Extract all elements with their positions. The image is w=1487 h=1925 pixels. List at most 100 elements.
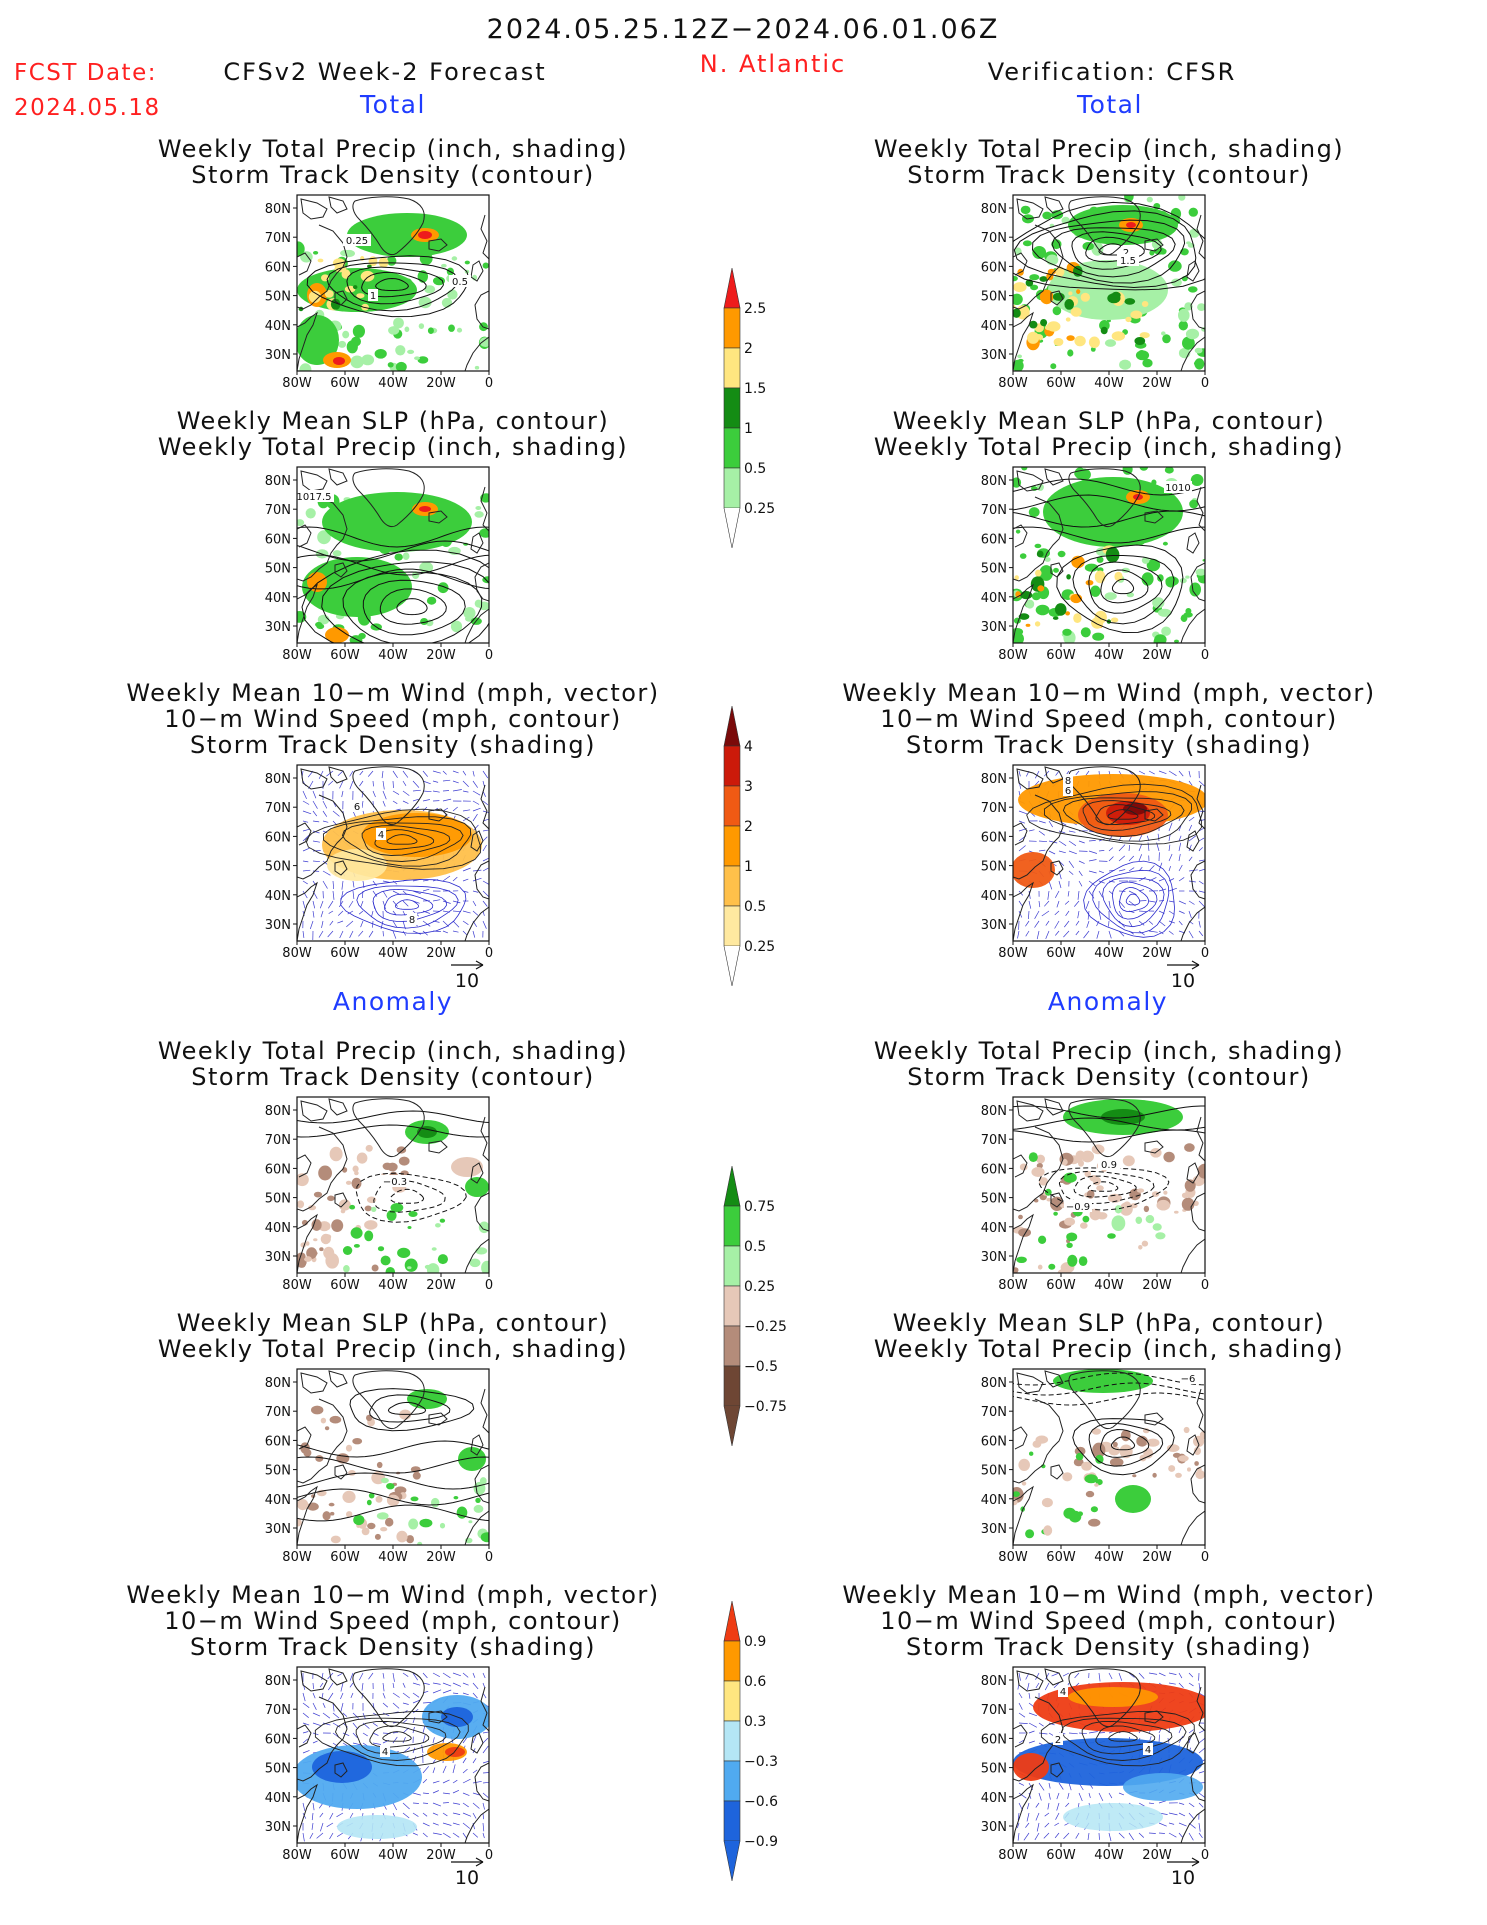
lat-label: 70N: [265, 1405, 291, 1420]
precip-anom-cell: [1111, 1215, 1126, 1231]
wind-vector: [1087, 910, 1090, 920]
precip-anom: [1101, 1109, 1145, 1125]
wind-vector: [1047, 1802, 1050, 1810]
wind-vector: [392, 800, 398, 804]
wind-vector: [359, 770, 364, 776]
wind-vector: [352, 890, 355, 900]
wind-vector: [472, 1812, 477, 1819]
precip-cell: [1178, 320, 1188, 331]
greenland-coast: [1068, 196, 1141, 256]
wind-vector: [482, 770, 489, 779]
precip-cell: [1037, 585, 1045, 592]
wind-vector: [422, 920, 431, 927]
colorbar-swatch: [723, 825, 741, 867]
wind-vector: [472, 1692, 478, 1699]
precip-cell: [1013, 308, 1021, 318]
lon-label: 0: [1201, 1278, 1209, 1293]
labrador-coast: [1013, 1126, 1064, 1212]
precip-anom-cell: [408, 1518, 419, 1530]
precip-anom-cell: [311, 1251, 318, 1256]
precip-anom-cell: [342, 1246, 353, 1255]
colorbar-swatch: [723, 865, 741, 907]
wind-vector: [1198, 837, 1205, 842]
precip-anom-cell: [1044, 1188, 1052, 1196]
iceland-coast: [428, 808, 448, 822]
wind-vector: [1058, 880, 1062, 889]
lat-label: 80N: [265, 1104, 291, 1119]
contour-line: [372, 888, 448, 923]
contour-label: 4: [1145, 1745, 1151, 1756]
precip-anom-cell: [1081, 1461, 1092, 1471]
wind-vector: [302, 1750, 310, 1754]
wind-vector: [1128, 845, 1131, 852]
precip-anom-cell: [320, 1417, 327, 1424]
precip-cell: [1057, 550, 1066, 558]
contour-line: [1095, 1725, 1156, 1748]
arctic-island-coast: [300, 768, 328, 790]
vector-reference: 10: [1167, 1857, 1200, 1889]
panel-title-line: Weekly Mean 10−m Wind (mph, vector): [842, 679, 1375, 707]
contour-line: [341, 822, 464, 862]
lat-label: 40N: [981, 889, 1007, 904]
wind-vector: [422, 1702, 432, 1704]
lon-label: 20W: [426, 1550, 456, 1565]
precip-cell: [1174, 639, 1179, 643]
wind-vector: [472, 780, 478, 788]
wind-vector: [340, 1682, 344, 1692]
lat-label: 50N: [265, 1762, 291, 1777]
storm-anom: [337, 1815, 417, 1839]
wind-vector: [452, 780, 459, 784]
contour-label: 4: [382, 1747, 388, 1758]
wind-vector: [1178, 1672, 1183, 1679]
precip-anom-cell: [297, 1252, 306, 1260]
wind-vector: [322, 1722, 331, 1726]
arctic-island-coast: [1044, 1098, 1064, 1116]
newfoundland-coast: [1050, 860, 1064, 876]
panel-title-line: 10−m Wind Speed (mph, contour): [164, 705, 622, 733]
wind-vector: [349, 1682, 354, 1688]
wind-vector: [1044, 900, 1050, 907]
precip-cell: [441, 297, 453, 308]
colorbar-swatch: [723, 1800, 741, 1842]
colorbar-precip-anomaly: 0.750.50.25−0.25−0.5−0.75: [723, 1165, 787, 1447]
precip-anom-cell: [385, 1267, 395, 1273]
precip-cell: [448, 324, 455, 332]
precip-anom-cell: [1064, 1217, 1076, 1226]
lat-label: 80N: [981, 202, 1007, 217]
lon-label: 20W: [1142, 946, 1172, 961]
lat-label: 80N: [981, 1674, 1007, 1689]
precip-cell: [1178, 195, 1186, 201]
precip-anom-cell: [1178, 1455, 1189, 1462]
wind-vector: [1028, 1792, 1032, 1799]
lat-label: 40N: [265, 1221, 291, 1236]
precip-cell: [1052, 616, 1059, 620]
norway-coast: [480, 486, 489, 532]
precip-cell: [342, 330, 350, 339]
map-body: 648: [297, 765, 489, 941]
lat-label: 30N: [265, 348, 291, 363]
storm-anom: [312, 1751, 372, 1783]
wind-vector: [1188, 900, 1195, 905]
precip-cell: [1139, 332, 1150, 339]
wind-vector: [402, 930, 407, 936]
contour-line: [322, 816, 472, 867]
precip-anom-cell: [385, 1517, 394, 1527]
wind-vector: [302, 847, 310, 852]
colorbar-swatch: [723, 905, 741, 947]
wind-vector: [402, 1682, 406, 1688]
wind-vector: [1018, 1672, 1021, 1681]
contour-line: [1013, 210, 1197, 289]
precip-anom-cell: [1018, 1214, 1023, 1220]
map-background: [1013, 1369, 1205, 1545]
wind-vector: [322, 820, 329, 823]
contour-label-bg: [1058, 1685, 1068, 1697]
panel-title-line: Weekly Mean 10−m Wind (mph, vector): [126, 1581, 659, 1609]
wind-vector: [432, 770, 441, 774]
contour-line: [1056, 544, 1184, 634]
wind-vector: [312, 1712, 321, 1717]
precip-cell: [1052, 306, 1062, 316]
precip-cell: [305, 508, 316, 519]
wind-vector: [312, 860, 320, 863]
precip-cell: [1142, 358, 1153, 368]
